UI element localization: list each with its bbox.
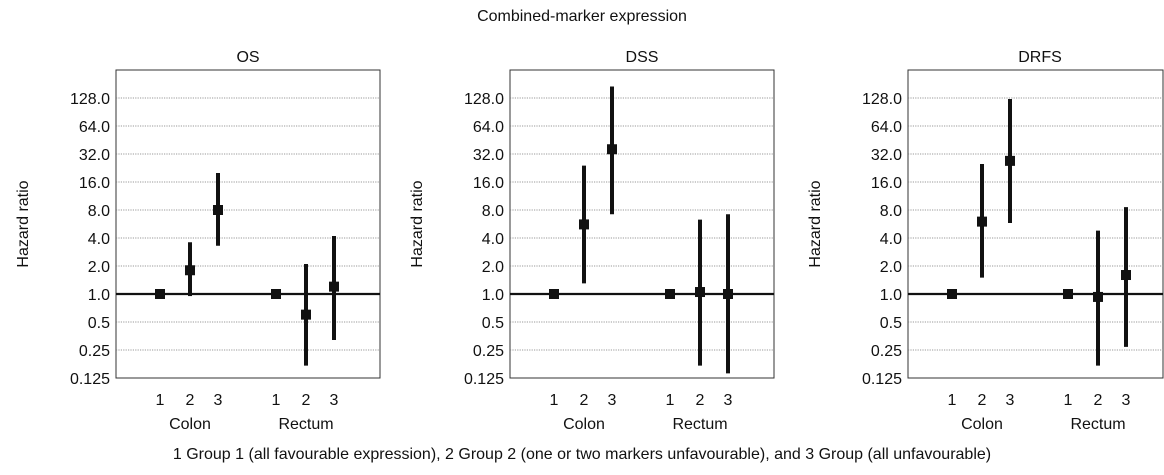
x-tick-label: 3 <box>330 392 339 409</box>
x-tick-label: 1 <box>1064 392 1073 409</box>
y-tick-label: 128.0 <box>464 91 504 108</box>
hazard-ratio-marker <box>271 289 281 299</box>
x-tick-label: 1 <box>156 392 165 409</box>
y-tick-label: 16.0 <box>473 175 504 192</box>
x-tick-label: 1 <box>550 392 559 409</box>
panel-title: DRFS <box>1018 49 1062 66</box>
hazard-ratio-marker <box>579 219 589 230</box>
hazard-ratio-marker <box>329 281 339 292</box>
hazard-ratio-marker <box>185 265 195 276</box>
y-tick-label: 2.0 <box>482 259 504 276</box>
x-tick-label: 1 <box>948 392 957 409</box>
figure-suptitle: Combined-marker expression <box>477 8 687 25</box>
y-tick-label: 32.0 <box>473 147 504 164</box>
y-tick-label: 4.0 <box>88 231 110 248</box>
x-tick-label: 2 <box>186 392 195 409</box>
y-tick-label: 1.0 <box>880 287 902 304</box>
y-axis-label: Hazard ratio <box>15 180 32 267</box>
y-tick-label: 32.0 <box>79 147 110 164</box>
group-label-colon: Colon <box>961 416 1003 433</box>
x-tick-label: 2 <box>978 392 987 409</box>
y-tick-label: 0.5 <box>482 315 504 332</box>
y-tick-label: 2.0 <box>88 259 110 276</box>
hazard-ratio-marker <box>301 309 311 320</box>
hazard-ratio-marker <box>695 287 705 298</box>
x-tick-label: 1 <box>666 392 675 409</box>
y-tick-label: 0.125 <box>464 371 504 388</box>
y-tick-label: 1.0 <box>88 287 110 304</box>
hazard-ratio-marker <box>1005 155 1015 166</box>
hazard-ratio-marker <box>1063 289 1073 299</box>
y-tick-label: 16.0 <box>871 175 902 192</box>
x-tick-label: 3 <box>608 392 617 409</box>
x-tick-label: 3 <box>1122 392 1131 409</box>
y-axis-label: Hazard ratio <box>807 180 824 267</box>
y-tick-label: 16.0 <box>79 175 110 192</box>
x-tick-label: 1 <box>272 392 281 409</box>
y-tick-label: 8.0 <box>88 203 110 220</box>
hazard-ratio-marker <box>665 289 675 299</box>
panel-dss: 128.0 64.0 32.0 16.0 8.0 4.0 2.0 1.0 0.5 0.25 0.12… <box>409 49 775 433</box>
y-axis-label: Hazard ratio <box>409 180 426 267</box>
y-tick-label: 0.5 <box>880 315 902 332</box>
y-tick-label: 128.0 <box>862 91 902 108</box>
y-tick-label: 128.0 <box>70 91 110 108</box>
group-label-rectum: Rectum <box>1070 416 1125 433</box>
plot-area-frame <box>907 69 1164 379</box>
panel-title: DSS <box>626 49 659 66</box>
panel-drfs: 128.0 64.0 32.0 16.0 8.0 4.0 2.0 1.0 0.5 0.25 0.12… <box>807 49 1164 433</box>
y-tick-label: 64.0 <box>871 119 902 136</box>
x-tick-label: 3 <box>214 392 223 409</box>
y-tick-label: 8.0 <box>880 203 902 220</box>
x-tick-label: 3 <box>724 392 733 409</box>
group-label-colon: Colon <box>563 416 605 433</box>
y-tick-label: 0.25 <box>79 343 110 360</box>
y-tick-label: 2.0 <box>880 259 902 276</box>
hazard-ratio-marker <box>607 144 617 155</box>
x-tick-label: 3 <box>1006 392 1015 409</box>
y-tick-label: 0.125 <box>70 371 110 388</box>
group-label-rectum: Rectum <box>278 416 333 433</box>
panel-title: OS <box>236 49 259 66</box>
plot-area-frame <box>115 69 381 379</box>
group-label-rectum: Rectum <box>672 416 727 433</box>
y-tick-label: 32.0 <box>871 147 902 164</box>
y-tick-label: 4.0 <box>482 231 504 248</box>
y-tick-label: 8.0 <box>482 203 504 220</box>
x-tick-label: 2 <box>302 392 311 409</box>
plot-area-frame <box>509 69 775 379</box>
hazard-ratio-marker <box>1121 270 1131 281</box>
y-tick-label: 64.0 <box>79 119 110 136</box>
figure-footnote: 1 Group 1 (all favourable expression), 2… <box>172 446 992 463</box>
hazard-ratio-marker <box>723 289 733 299</box>
x-tick-label: 2 <box>1094 392 1103 409</box>
x-tick-label: 2 <box>580 392 589 409</box>
y-tick-label: 1.0 <box>482 287 504 304</box>
y-tick-label: 64.0 <box>473 119 504 136</box>
hazard-ratio-marker <box>155 289 165 299</box>
y-tick-label: 0.5 <box>88 315 110 332</box>
y-tick-label: 0.125 <box>862 371 902 388</box>
panel-os: 128.0 64.0 32.0 16.0 8.0 4.0 2.0 1.0 0.5 0.25 0.12… <box>15 49 381 433</box>
y-tick-label: 0.25 <box>473 343 504 360</box>
hazard-ratio-marker <box>947 289 957 299</box>
hazard-ratio-marker <box>1093 291 1103 302</box>
hazard-ratio-marker <box>977 216 987 227</box>
y-tick-label: 0.25 <box>871 343 902 360</box>
x-tick-label: 2 <box>696 392 705 409</box>
hazard-ratio-marker <box>549 289 559 299</box>
hazard-ratio-marker <box>213 205 223 215</box>
y-tick-label: 4.0 <box>880 231 902 248</box>
group-label-colon: Colon <box>169 416 211 433</box>
